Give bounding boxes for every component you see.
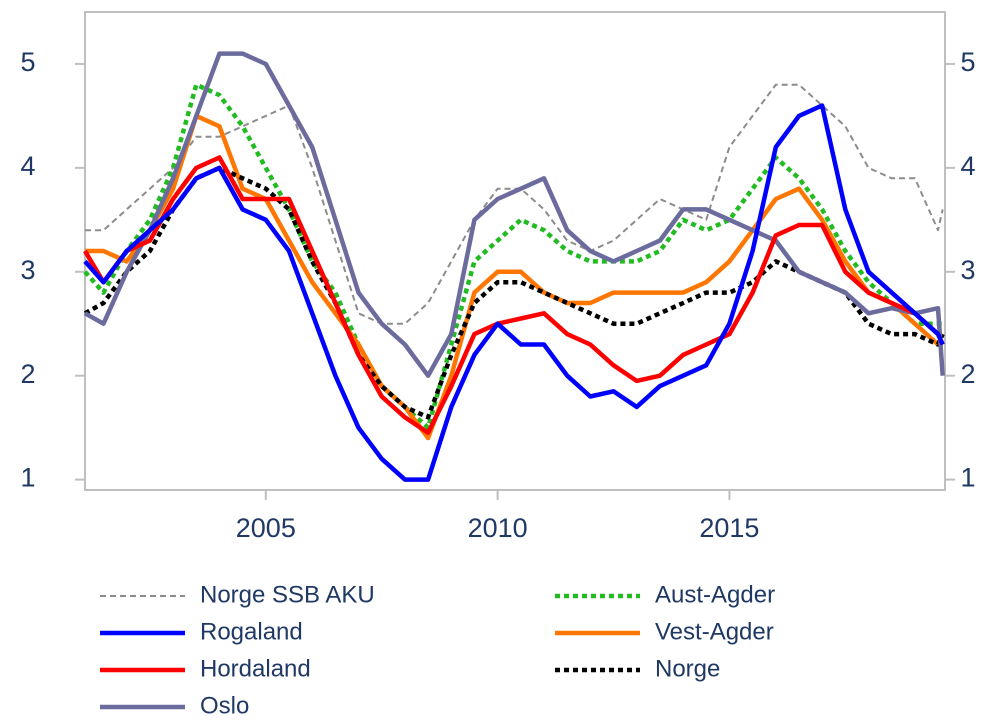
y2-tick-label: 4 (960, 151, 975, 181)
line-series (83, 155, 945, 436)
plot-frame (84, 11, 946, 491)
x-tick-label: 2010 (468, 513, 528, 543)
y-tick-label: 5 (20, 47, 35, 77)
x-tick-label: 2005 (236, 513, 296, 543)
legend-label: Vest-Agder (655, 618, 774, 645)
legend-label: Aust-Agder (655, 581, 775, 608)
line-series (83, 103, 945, 482)
line-series (85, 113, 943, 441)
y-tick-label: 3 (20, 255, 35, 285)
x-tick-label: 2015 (699, 513, 759, 543)
line-series (83, 82, 943, 430)
legend-label: Norge (655, 655, 720, 682)
legend-label: Oslo (200, 692, 249, 719)
y2-tick-label: 5 (960, 47, 975, 77)
y-tick-label: 4 (20, 151, 35, 181)
y-tick-label: 2 (20, 359, 35, 389)
line-series (83, 51, 945, 378)
legend-label: Hordaland (200, 655, 311, 682)
line-series (85, 83, 944, 325)
y-tick-label: 1 (20, 463, 35, 493)
y2-tick-label: 1 (960, 463, 975, 493)
y2-tick-label: 2 (960, 359, 975, 389)
legend-label: Norge SSB AKU (200, 581, 375, 608)
legend-label: Rogaland (200, 618, 303, 645)
y2-tick-label: 3 (960, 255, 975, 285)
